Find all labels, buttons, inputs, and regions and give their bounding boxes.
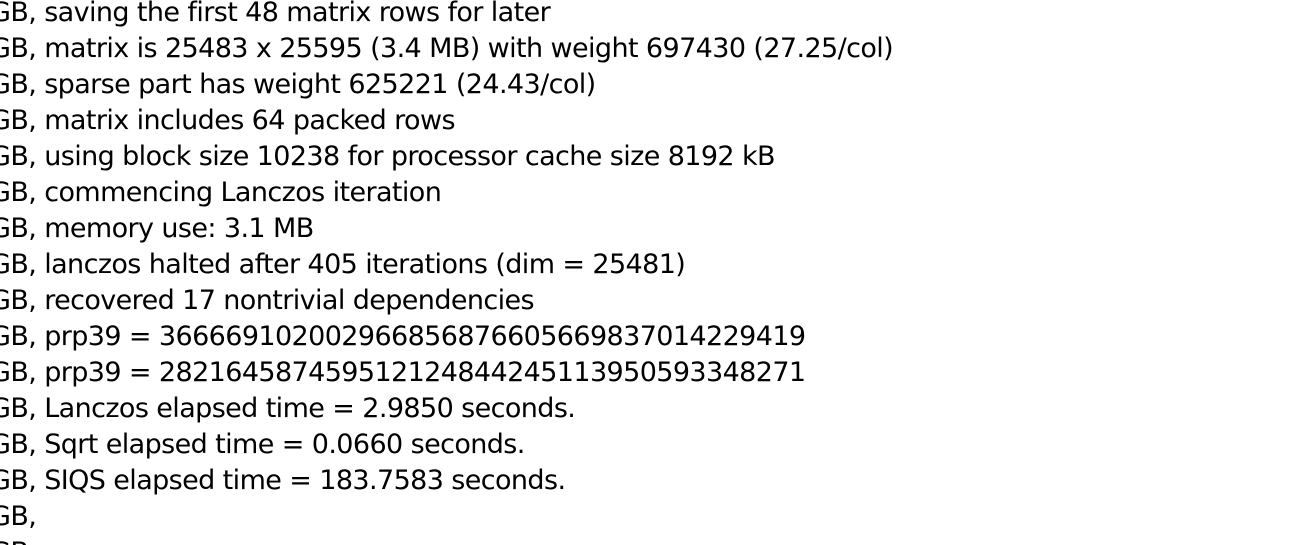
log-line: GB, SIQS elapsed time = 183.7583 seconds…	[0, 465, 566, 496]
log-line: GB, lanczos halted after 405 iterations …	[0, 249, 686, 280]
log-line: GB, matrix is 25483 x 25595 (3.4 MB) wit…	[0, 33, 894, 64]
log-line: GB, memory use: 3.1 MB	[0, 213, 314, 244]
log-line: GB, using block size 10238 for processor…	[0, 141, 776, 172]
log-line: GB, recovered 17 nontrivial dependencies	[0, 285, 535, 316]
log-line: GB, Sqrt elapsed time = 0.0660 seconds.	[0, 429, 525, 460]
log-line: GB, commencing Lanczos iteration	[0, 177, 442, 208]
log-line: GB, prp39 = 3666691020029668568766056698…	[0, 321, 806, 352]
log-line: GB, Lanczos elapsed time = 2.9850 second…	[0, 393, 576, 424]
log-line: GB,	[0, 501, 37, 532]
log-line: GB, sparse part has weight 625221 (24.43…	[0, 69, 596, 100]
log-line: GB, saving the first 48 matrix rows for …	[0, 0, 551, 28]
log-line: GB	[0, 535, 29, 545]
log-line: GB, matrix includes 64 packed rows	[0, 105, 456, 136]
log-line: GB, prp39 = 2821645874595121248442451139…	[0, 357, 806, 388]
